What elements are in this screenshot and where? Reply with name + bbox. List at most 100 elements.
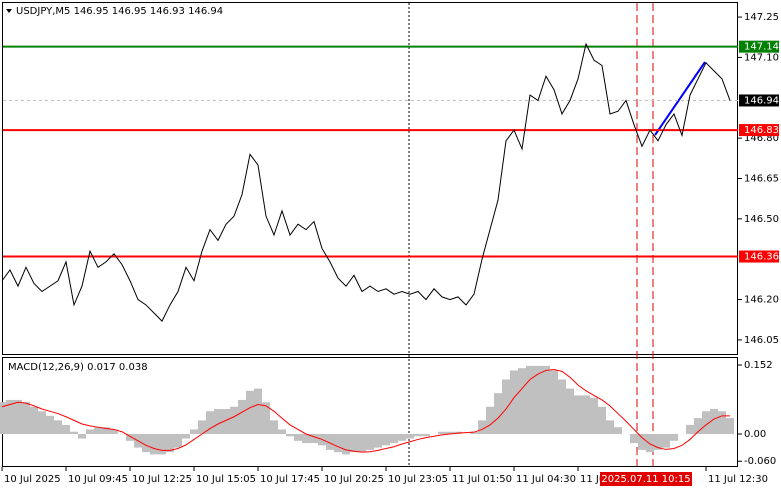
histogram-bar [510,370,518,434]
histogram-bar [414,433,422,437]
x-tick-label: 10 Jul 17:45 [260,474,320,485]
collapse-icon [6,9,12,13]
histogram-bar [574,395,582,434]
histogram-bar [654,433,662,450]
histogram-bar [542,365,550,434]
y-tick-label: 146.50 [744,214,779,225]
histogram-bar [302,433,310,444]
histogram-bar [238,399,246,434]
histogram-bar [710,409,718,434]
histogram-bar [478,420,486,434]
y-tick-label: 0.00 [744,429,766,440]
histogram-bar [470,431,478,434]
histogram-bar [214,409,222,434]
histogram-bar [558,379,566,434]
histogram-bar [646,433,654,453]
histogram-bar [494,393,502,434]
histogram-bar [286,433,294,437]
histogram-bar [358,433,366,453]
histogram-bar [166,433,174,453]
signal-line [1,369,730,453]
histogram-bar [262,402,270,434]
histogram-bar [278,429,286,434]
trend-line [654,61,706,136]
x-tick-label: 10 Jul 2025 [4,474,61,485]
histogram-bar [150,433,158,455]
histogram-bar [126,433,134,441]
y-tick-label: -0.060 [744,456,776,467]
histogram-bar [702,411,710,434]
x-tick-label: 10 Jul 09:45 [68,474,128,485]
y-tick-label: 147.10 [744,52,779,63]
histogram-bar [630,433,638,444]
level-label-bg [739,124,779,137]
histogram-bar [398,433,406,441]
histogram-bar [334,433,342,453]
main-frame [2,2,738,355]
histogram-bar [198,420,206,434]
histogram-bar [14,399,22,434]
histogram-bar [102,427,110,434]
histogram-bar [350,433,358,453]
level-label: 146.83 [744,125,779,136]
histogram-bar [726,418,734,434]
histogram-bar [382,433,390,446]
histogram-bar [486,406,494,434]
level-label: 147.14 [744,42,779,53]
histogram-bar [326,433,334,450]
histogram-bar [694,418,702,434]
histogram-bar [526,365,534,434]
level-label-bg [739,94,779,107]
x-tick-label: 11 Jul 01:50 [452,474,512,485]
histogram-bar [6,399,14,434]
x-tick-label: 10 Jul 15:05 [196,474,256,485]
x-tick-label: 11 Jul 12:30 [708,474,768,485]
histogram-bar [222,409,230,434]
histogram-bar [438,431,446,434]
y-tick-label: 146.20 [744,295,779,306]
histogram-bar [174,433,182,448]
histogram-bar [502,379,510,434]
x-tick-label: 10 Jul 20:25 [324,474,384,485]
histogram-bar [566,388,574,434]
histogram-bar [230,406,238,434]
histogram-bar [246,390,254,434]
histogram-bar [342,433,350,455]
x-tick-label: 11 Jul 04:30 [516,474,576,485]
histogram-bar [366,433,374,450]
y-tick-label: 146.80 [744,133,779,144]
y-tick-label: 0.152 [744,360,773,371]
histogram-bar [582,395,590,434]
macd-title: MACD(12,26,9) 0.017 0.038 [8,362,148,373]
histogram-bar [390,433,398,444]
level-label-bg [739,250,779,263]
time-label-bg [600,472,692,486]
histogram-bar [638,433,646,450]
y-tick-label: 146.65 [744,174,779,185]
histogram-bar [518,368,526,434]
histogram-bar [0,402,6,434]
histogram-bar [550,370,558,434]
histogram-bar [446,431,454,434]
histogram-bar [270,420,278,434]
histogram-bar [142,433,150,453]
histogram-bar [62,424,70,434]
histogram-bar [686,424,694,434]
histogram-bar [294,433,302,441]
time-label: 2025.07.11 10:15 [601,474,690,485]
chart-title: USDJPY,M5 146.95 146.95 146.93 146.94 [16,6,223,17]
histogram-bar [718,411,726,434]
histogram-bar [38,411,46,434]
histogram-bar [206,411,214,434]
histogram-bar [614,427,622,434]
histogram-bar [662,433,670,448]
histogram-bar [590,397,598,434]
histogram-bar [78,433,86,439]
level-label-bg [739,40,779,53]
histogram-bar [534,365,542,434]
histogram-bar [30,406,38,434]
x-tick-label: 10 Jul 23:05 [388,474,448,485]
histogram-bar [374,433,382,448]
